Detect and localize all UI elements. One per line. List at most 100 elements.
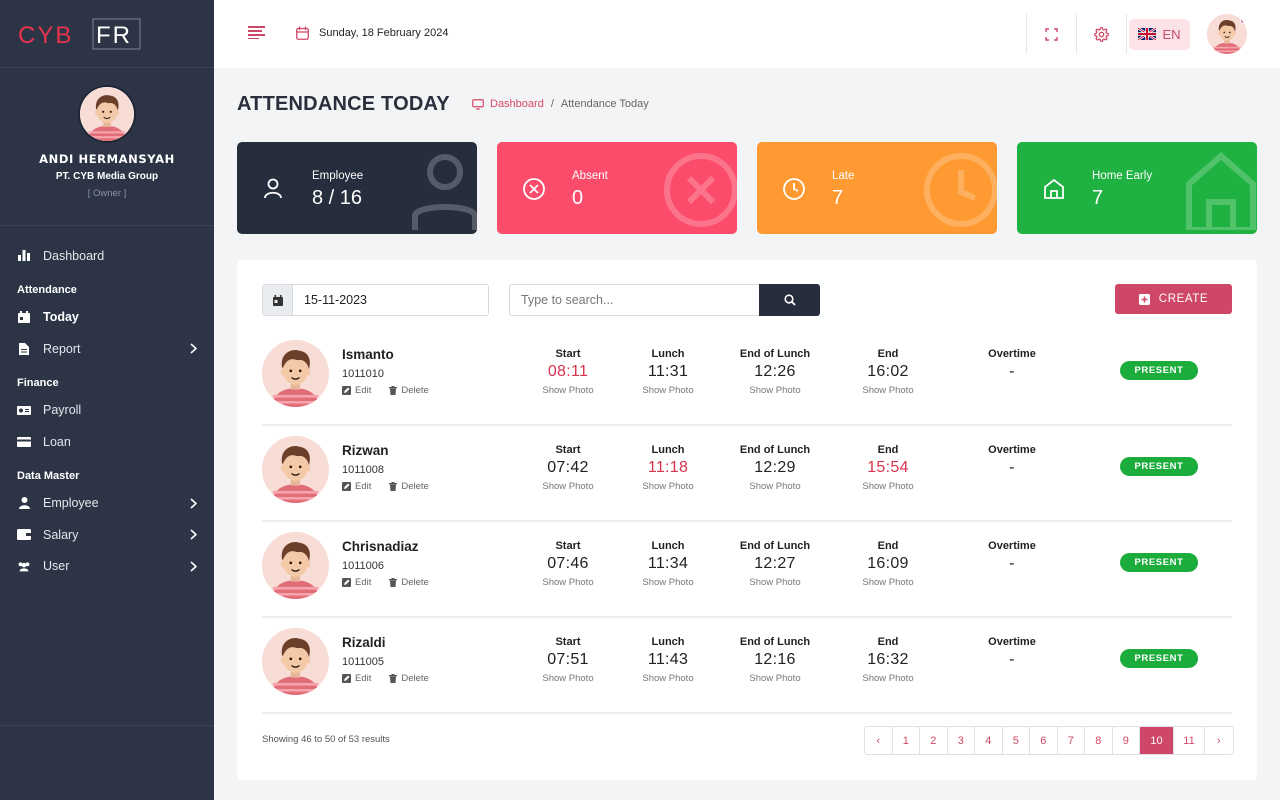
pagination-page[interactable]: 11 <box>1174 727 1205 754</box>
pagination: ‹ 1 2 3 4 5 6 7 8 9 10 11 › <box>864 726 1234 755</box>
sidebar-item-payroll[interactable]: Payroll <box>0 395 214 427</box>
avatar[interactable] <box>262 340 329 407</box>
nav-section-finance: Finance <box>17 376 59 389</box>
pagination-page[interactable]: 7 <box>1058 727 1085 754</box>
show-photo-link[interactable]: Show Photo <box>542 577 594 588</box>
employee-name[interactable]: Ismanto <box>342 347 394 362</box>
pagination-page[interactable]: 9 <box>1113 727 1140 754</box>
time-value: 11:31 <box>647 363 689 380</box>
plus-square-icon <box>1138 293 1150 305</box>
show-photo-link[interactable]: Show Photo <box>862 385 914 396</box>
edit-button[interactable]: Edit <box>342 673 380 684</box>
edit-button[interactable]: Edit <box>342 577 380 588</box>
fullscreen-button[interactable] <box>1027 14 1076 54</box>
pagination-page[interactable]: 6 <box>1030 727 1058 754</box>
pagination-page[interactable]: 3 <box>948 727 975 754</box>
time-start: Start 07:46 Show Photo <box>513 540 623 588</box>
show-photo-link[interactable]: Show Photo <box>642 577 694 588</box>
calendar-icon[interactable] <box>263 285 293 315</box>
sidebar-item-loan[interactable]: Loan <box>0 426 214 458</box>
status-badge: PRESENT <box>1120 457 1198 476</box>
show-photo-link[interactable]: Show Photo <box>542 481 594 492</box>
breadcrumb-home[interactable]: Dashboard <box>472 98 544 110</box>
stat-card-employee[interactable]: Employee 8 / 16 <box>237 142 477 234</box>
time-value: 12:26 <box>754 363 796 380</box>
stat-card-absent[interactable]: Absent 0 <box>497 142 737 234</box>
sidebar-item-user[interactable]: User <box>0 551 214 583</box>
show-photo-link[interactable]: Show Photo <box>749 673 801 684</box>
delete-button[interactable]: Delete <box>389 385 437 396</box>
sidebar-item-dashboard[interactable]: Dashboard <box>0 240 214 272</box>
overtime-value: - <box>1009 459 1015 476</box>
delete-button[interactable]: Delete <box>389 673 437 684</box>
search-button[interactable] <box>759 284 820 316</box>
pagination-page[interactable]: 1 <box>893 727 920 754</box>
employee-name[interactable]: Rizwan <box>342 443 389 458</box>
avatar[interactable] <box>262 628 329 695</box>
menu-toggle-icon[interactable] <box>248 26 265 39</box>
edit-button[interactable]: Edit <box>342 385 380 396</box>
language-selector[interactable]: EN <box>1129 18 1190 50</box>
create-button[interactable]: CREATE <box>1115 284 1232 314</box>
sidebar-item-today[interactable]: Today <box>0 302 214 334</box>
sidebar-item-label: Report <box>43 341 81 356</box>
show-photo-link[interactable]: Show Photo <box>749 481 801 492</box>
time-value: 11:18 <box>647 459 689 476</box>
show-photo-link[interactable]: Show Photo <box>642 481 694 492</box>
employee-name[interactable]: Chrisnadiaz <box>342 539 419 554</box>
show-photo-link[interactable]: Show Photo <box>642 385 694 396</box>
sidebar-item-employee[interactable]: Employee <box>0 488 214 520</box>
column-label: Start <box>555 348 581 360</box>
avatar[interactable] <box>80 87 134 141</box>
status-badge: PRESENT <box>1120 361 1198 380</box>
show-photo-link[interactable]: Show Photo <box>862 577 914 588</box>
row-actions: Edit Delete <box>342 481 447 492</box>
pagination-page[interactable]: 8 <box>1085 727 1113 754</box>
uk-flag-icon <box>1138 28 1157 40</box>
pagination-next[interactable]: › <box>1216 734 1221 747</box>
pagination-page[interactable]: 2 <box>920 727 948 754</box>
stat-card-home-early[interactable]: Home Early 7 <box>1017 142 1257 234</box>
column-label: Overtime <box>988 444 1036 456</box>
pagination-page[interactable]: 10 <box>1140 727 1174 754</box>
time-value: 07:51 <box>547 651 589 668</box>
time-value: 15:54 <box>867 459 909 476</box>
column-label: Overtime <box>988 540 1036 552</box>
column-label: End <box>877 444 899 456</box>
show-photo-link[interactable]: Show Photo <box>749 385 801 396</box>
avatar[interactable] <box>262 436 329 503</box>
money-icon <box>17 403 31 417</box>
app-logo[interactable]: CYB FR <box>18 18 143 50</box>
pagination-page[interactable]: 4 <box>975 727 1003 754</box>
show-photo-link[interactable]: Show Photo <box>862 673 914 684</box>
sidebar-item-salary[interactable]: Salary <box>0 519 214 551</box>
show-photo-link[interactable]: Show Photo <box>542 673 594 684</box>
show-photo-link[interactable]: Show Photo <box>642 673 694 684</box>
gear-icon <box>1094 26 1109 42</box>
show-photo-link[interactable]: Show Photo <box>542 385 594 396</box>
sidebar-item-label: Loan <box>43 434 71 449</box>
search-input[interactable] <box>509 284 759 316</box>
avatar[interactable] <box>262 532 329 599</box>
delete-label: Delete <box>401 481 429 492</box>
pagination-prev[interactable]: ‹ <box>865 727 893 754</box>
delete-button[interactable]: Delete <box>389 481 437 492</box>
edit-button[interactable]: Edit <box>342 481 380 492</box>
column-label: Overtime <box>988 348 1036 360</box>
user-avatar-button[interactable] <box>1207 14 1247 54</box>
create-label: CREATE <box>1158 293 1209 305</box>
sidebar-item-report[interactable]: Report <box>0 333 214 365</box>
settings-button[interactable] <box>1077 14 1126 54</box>
delete-button[interactable]: Delete <box>389 577 437 588</box>
time-value: 12:16 <box>754 651 796 668</box>
date-filter[interactable]: 15-11-2023 <box>262 284 489 316</box>
show-photo-link[interactable]: Show Photo <box>749 577 801 588</box>
pagination-page[interactable]: 5 <box>1003 727 1030 754</box>
employee-id: 1011005 <box>342 656 385 668</box>
date-filter-value: 15-11-2023 <box>304 293 368 307</box>
stat-label: Absent <box>572 170 608 182</box>
time-start: Start 07:51 Show Photo <box>513 636 623 684</box>
show-photo-link[interactable]: Show Photo <box>862 481 914 492</box>
stat-card-late[interactable]: Late 7 <box>757 142 997 234</box>
employee-name[interactable]: Rizaldi <box>342 635 386 650</box>
